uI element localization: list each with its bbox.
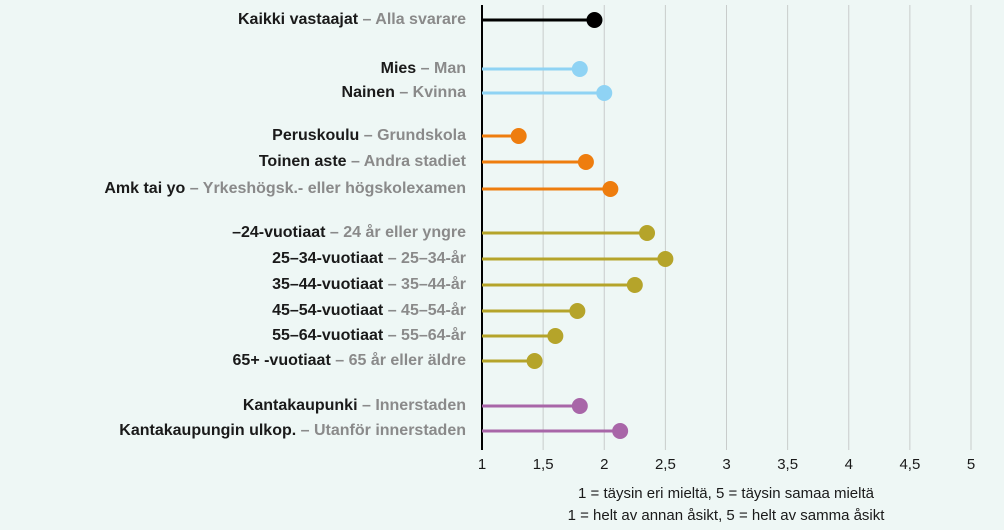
label-sv: – Yrkeshögsk.- eller högskolexamen [190,180,466,197]
category-label: Nainen – Kvinna [342,84,467,101]
label-sv: – Andra stadiet [351,153,467,170]
x-tick-label: 3 [722,456,730,473]
category-label: 25–34-vuotiaat – 25–34-år [272,249,466,267]
label-sv: – 35–44-år [388,275,466,293]
label-fi: Nainen [342,84,395,101]
label-fi: Kaikki vastaajat [238,11,359,28]
label-sv: – 55–64-år [388,326,466,344]
category-label: 45–54-vuotiaat – 45–54-år [272,301,466,319]
category-label: Amk tai yo – Yrkeshögsk.- eller högskole… [104,180,466,197]
dot [626,277,643,293]
dot [577,154,594,170]
x-tick-label: 2,5 [655,456,676,473]
label-sv: – Man [421,60,466,77]
dot [526,353,543,369]
label-fi: Kantakaupunki [243,397,358,414]
x-tick-label: 4 [845,456,853,473]
label-fi: Mies [381,60,417,77]
label-sv: – Innerstaden [362,397,466,414]
dot [657,251,674,267]
label-sv: – 45–54-år [388,301,466,319]
label-sv: – Utanför innerstaden [301,422,466,439]
label-sv: – Kvinna [399,84,466,101]
dot [547,328,564,344]
label-sv: – 65 år eller äldre [335,351,466,369]
category-label: 55–64-vuotiaat – 55–64-år [272,326,466,344]
dot [571,398,588,414]
label-sv: – 24 år eller yngre [330,223,466,241]
x-tick-label: 4,5 [899,456,920,473]
dot [596,85,613,101]
dot [571,61,588,77]
label-fi: Kantakaupungin ulkop. [119,422,296,439]
x-tick-label: 1 [478,456,486,473]
category-label: Toinen aste – Andra stadiet [259,153,467,170]
dot [639,225,656,241]
label-fi: Peruskoulu [272,127,359,144]
label-fi: 65+ -vuotiaat [233,352,332,369]
x-tick-label: 3,5 [777,456,798,473]
category-label: –24-vuotiaat – 24 år eller yngre [232,223,466,241]
label-fi: 55–64-vuotiaat [272,327,384,344]
dot [612,423,629,439]
category-label: Kaikki vastaajat – Alla svarare [238,11,466,28]
category-label: Peruskoulu – Grundskola [272,127,466,144]
label-sv: – Grundskola [364,127,466,144]
label-fi: Toinen aste [259,153,347,170]
label-fi: Amk tai yo [104,180,185,197]
label-fi: 45–54-vuotiaat [272,302,384,319]
category-label: Kantakaupungin ulkop. – Utanför innersta… [119,422,466,439]
label-fi: –24-vuotiaat [232,224,326,241]
footnote: 1 = helt av annan åsikt, 5 = helt av sam… [568,507,886,524]
category-label: Mies – Man [381,60,466,77]
dot [510,128,527,144]
dot [602,181,619,197]
label-fi: 35–44-vuotiaat [272,276,384,293]
dot [586,12,603,28]
label-sv: – Alla svarare [363,11,467,28]
x-tick-label: 2 [600,456,608,473]
label-fi: 25–34-vuotiaat [272,250,384,267]
category-label: Kantakaupunki – Innerstaden [243,397,466,414]
category-label: 65+ -vuotiaat – 65 år eller äldre [233,351,467,369]
footnote: 1 = täysin eri mieltä, 5 = täysin samaa … [578,485,875,502]
x-tick-label: 5 [967,456,975,473]
label-sv: – 25–34-år [388,249,466,267]
dot [569,303,586,319]
x-tick-label: 1,5 [533,456,554,473]
category-label: 35–44-vuotiaat – 35–44-år [272,275,466,293]
